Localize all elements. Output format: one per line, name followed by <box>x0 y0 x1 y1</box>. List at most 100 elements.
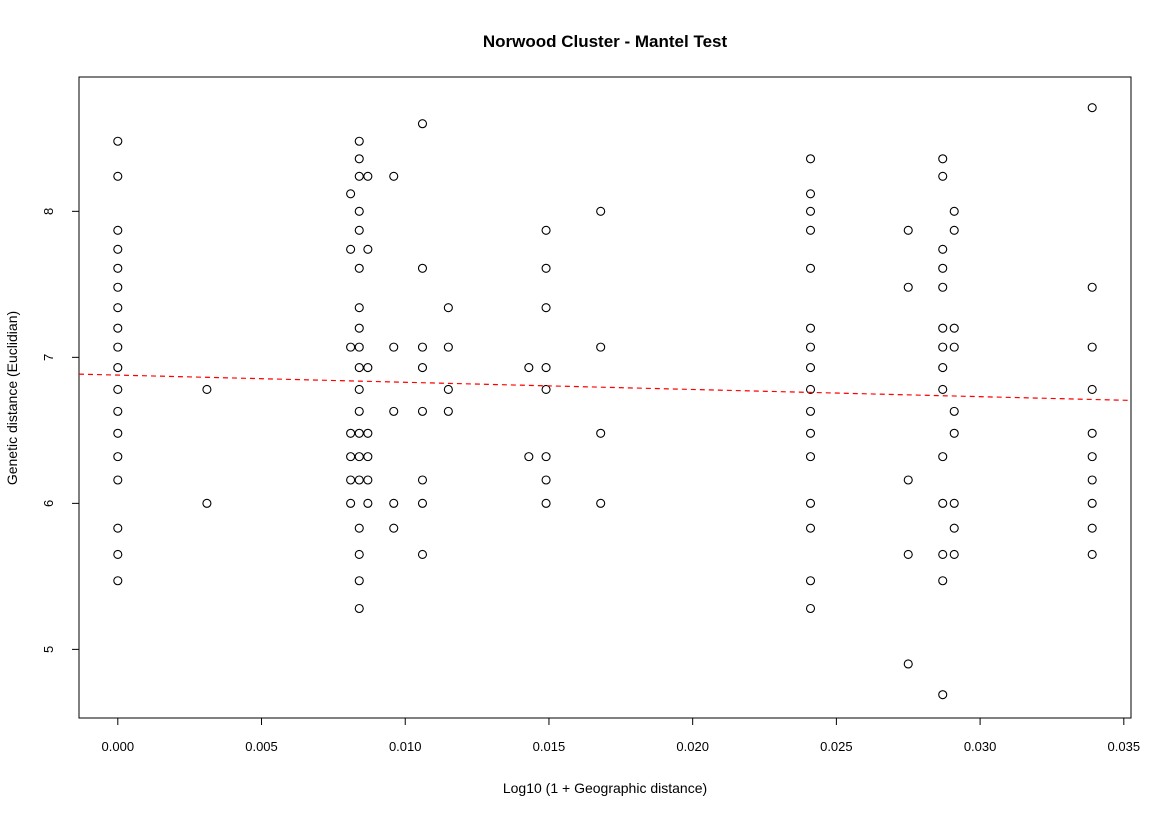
data-point <box>417 263 428 273</box>
data-point <box>541 384 551 395</box>
data-point <box>113 428 123 438</box>
y-tick-label: 8 <box>41 208 56 215</box>
data-point <box>938 154 948 164</box>
data-point <box>417 406 428 416</box>
data-point <box>113 263 123 273</box>
data-point <box>389 523 399 533</box>
data-point <box>938 576 948 586</box>
data-point <box>354 523 364 533</box>
data-point <box>938 690 948 700</box>
data-point <box>1087 498 1097 508</box>
data-point <box>354 263 364 273</box>
data-point <box>443 303 453 313</box>
data-point <box>805 189 816 199</box>
data-point <box>354 452 364 462</box>
data-point <box>949 225 959 235</box>
data-point <box>417 342 428 352</box>
data-point <box>541 475 551 485</box>
data-point <box>354 171 364 181</box>
data-point <box>354 136 364 146</box>
data-point <box>363 244 373 254</box>
data-point <box>389 171 399 181</box>
data-point <box>113 323 123 333</box>
data-point <box>1087 523 1097 533</box>
data-point <box>805 498 816 508</box>
data-point <box>363 452 373 462</box>
data-point <box>805 384 816 395</box>
data-point <box>417 475 428 485</box>
data-point <box>354 549 364 560</box>
data-point <box>113 549 123 560</box>
data-point <box>354 428 364 438</box>
data-point <box>1087 428 1097 438</box>
data-point <box>938 282 948 292</box>
y-axis-label: Genetic distance (Euclidian) <box>4 311 20 485</box>
data-point <box>202 384 212 395</box>
data-point <box>113 225 123 235</box>
data-point <box>903 475 913 485</box>
data-point <box>113 244 123 254</box>
data-points <box>113 103 1097 700</box>
data-point <box>417 549 428 560</box>
data-point <box>443 384 453 395</box>
data-point <box>354 576 364 586</box>
data-point <box>113 384 123 395</box>
data-point <box>524 452 534 462</box>
data-point <box>805 263 816 273</box>
data-point <box>541 498 551 508</box>
data-point <box>113 576 123 586</box>
data-point <box>346 452 356 462</box>
data-point <box>805 342 816 352</box>
x-tick-label: 0.030 <box>964 739 997 754</box>
data-point <box>354 342 364 352</box>
data-point <box>541 452 551 462</box>
x-tick-label: 0.000 <box>102 739 135 754</box>
data-point <box>805 576 816 586</box>
data-point <box>202 498 212 508</box>
data-point <box>805 452 816 462</box>
data-point <box>346 244 356 254</box>
data-point <box>1087 384 1097 395</box>
data-point <box>417 498 428 508</box>
data-point <box>949 342 959 352</box>
data-point <box>938 549 948 560</box>
data-point <box>1087 103 1097 113</box>
data-point <box>949 406 959 416</box>
data-point <box>524 363 534 373</box>
data-point <box>903 282 913 292</box>
data-point <box>354 406 364 416</box>
data-point <box>805 406 816 416</box>
data-point <box>903 225 913 235</box>
data-point <box>113 136 123 146</box>
data-point <box>949 428 959 438</box>
data-point <box>1087 549 1097 560</box>
data-point <box>346 342 356 352</box>
data-point <box>363 475 373 485</box>
data-point <box>805 154 816 164</box>
data-point <box>354 323 364 333</box>
data-point <box>346 189 356 199</box>
x-tick-label: 0.005 <box>245 739 278 754</box>
data-point <box>354 154 364 164</box>
data-point <box>354 206 364 216</box>
data-point <box>443 342 453 352</box>
data-point <box>938 384 948 395</box>
data-point <box>938 363 948 373</box>
data-point <box>346 498 356 508</box>
data-point <box>541 363 551 373</box>
data-point <box>541 225 551 235</box>
data-point <box>596 206 606 216</box>
x-tick-label: 0.020 <box>676 739 709 754</box>
data-point <box>596 428 606 438</box>
y-tick-label: 7 <box>41 354 56 361</box>
data-point <box>949 206 959 216</box>
data-point <box>354 384 364 395</box>
y-tick-label: 6 <box>41 500 56 507</box>
plot-frame <box>78 76 1132 719</box>
data-point <box>363 498 373 508</box>
data-point <box>113 282 123 292</box>
data-point <box>949 523 959 533</box>
data-point <box>938 244 948 254</box>
data-point <box>805 603 816 614</box>
data-point <box>1087 452 1097 462</box>
